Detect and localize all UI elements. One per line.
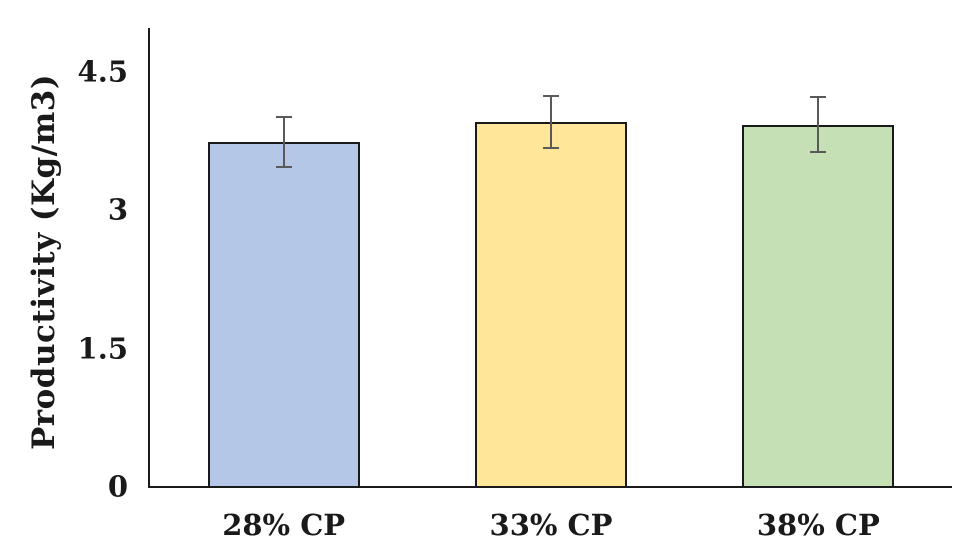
error-bar [282, 117, 285, 168]
y-tick-label: 4.5 [77, 54, 128, 89]
bar-38-cp [742, 124, 895, 488]
x-category-label: 33% CP [489, 508, 613, 542]
y-tick-label: 0 [107, 469, 128, 504]
error-bar-cap [810, 151, 827, 154]
y-tick-label: 3 [107, 192, 128, 227]
y-axis-title: Productivity (Kg/m3) [26, 73, 62, 451]
y-axis-line [148, 28, 150, 488]
error-bar-cap [810, 95, 827, 98]
bar-28-cp [207, 142, 360, 488]
y-tick-label: 1.5 [77, 331, 128, 366]
error-bar-cap [543, 146, 559, 149]
x-category-label: 28% CP [222, 508, 346, 542]
bar-33-cp [475, 121, 627, 488]
error-bar [817, 96, 820, 153]
error-bar-cap [275, 116, 292, 119]
error-bar [550, 96, 552, 148]
x-category-label: 38% CP [756, 508, 880, 542]
error-bar-cap [543, 95, 559, 98]
error-bar-cap [275, 166, 292, 169]
